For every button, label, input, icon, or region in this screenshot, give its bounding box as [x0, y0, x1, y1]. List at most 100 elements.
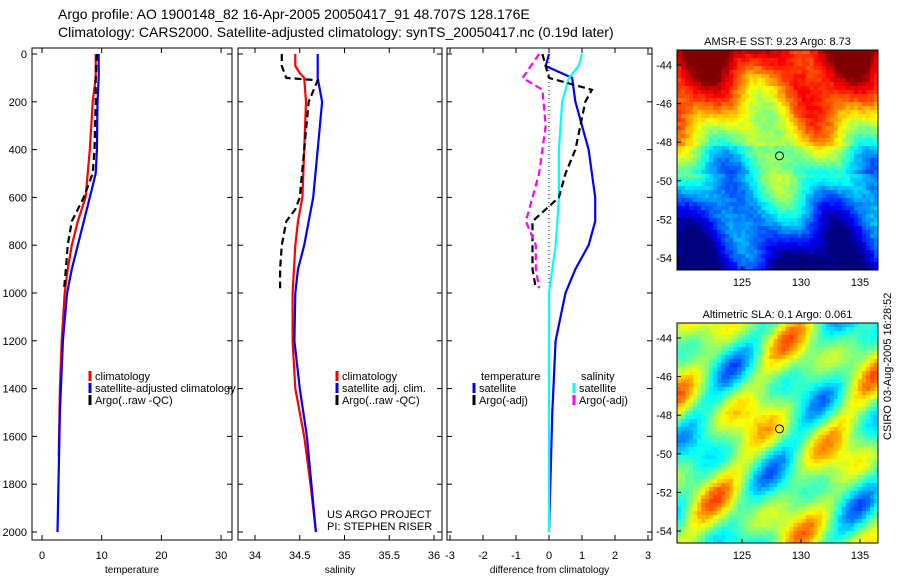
heatmap-cell — [781, 114, 787, 119]
heatmap-cell — [841, 174, 847, 179]
heatmap-cell — [813, 387, 819, 392]
heatmap-cell — [833, 254, 839, 259]
heatmap-cell — [701, 86, 706, 91]
heatmap-cell — [753, 371, 758, 376]
heatmap-cell — [717, 463, 722, 468]
heatmap-cell — [837, 58, 843, 63]
heatmap-cell — [873, 411, 879, 416]
heatmap-cell — [761, 367, 766, 372]
heatmap-cell — [765, 427, 770, 432]
heatmap-cell — [789, 122, 795, 127]
heatmap-cell — [689, 78, 694, 83]
heatmap-cell — [681, 343, 686, 348]
heatmap-cell — [805, 266, 811, 271]
heatmap-cell — [737, 367, 742, 372]
heatmap-cell — [801, 202, 807, 207]
heatmap-cell — [769, 347, 774, 352]
heatmap-cell — [869, 98, 875, 103]
heatmap-cell — [789, 479, 795, 484]
heatmap-cell — [817, 154, 823, 159]
heatmap-cell — [689, 395, 694, 400]
heatmap-cell — [677, 126, 682, 131]
heatmap-cell — [745, 94, 750, 99]
heatmap-cell — [805, 339, 811, 344]
heatmap-cell — [789, 198, 795, 203]
heatmap-cell — [689, 439, 694, 444]
heatmap-cell — [841, 347, 847, 352]
heatmap-cell — [793, 391, 799, 396]
heatmap-cell — [869, 158, 875, 163]
heatmap-cell — [709, 479, 714, 484]
heatmap-cell — [853, 455, 859, 460]
heatmap-cell — [845, 150, 851, 155]
heatmap-cell — [761, 142, 766, 147]
heatmap-cell — [693, 435, 698, 440]
heatmap-cell — [677, 359, 682, 364]
heatmap-cell — [753, 254, 758, 259]
heatmap-cell — [789, 327, 795, 332]
heatmap-cell — [817, 254, 823, 259]
heatmap-cell — [789, 455, 795, 460]
heatmap-cell — [853, 206, 859, 211]
heatmap-cell — [865, 331, 871, 336]
heatmap-cell — [781, 439, 787, 444]
heatmap-cell — [705, 118, 710, 123]
heatmap-cell — [817, 339, 823, 344]
heatmap-cell — [789, 407, 795, 412]
heatmap-cell — [769, 190, 774, 195]
heatmap-cell — [813, 234, 819, 239]
x-tick-label: 20 — [155, 550, 167, 562]
heatmap-cell — [693, 262, 698, 267]
heatmap-cell — [825, 202, 831, 207]
heatmap-cell — [805, 451, 811, 456]
heatmap-cell — [741, 238, 746, 243]
heatmap-cell — [713, 246, 718, 251]
heatmap-cell — [769, 395, 774, 400]
heatmap-cell — [869, 142, 875, 147]
heatmap-cell — [853, 222, 859, 227]
heatmap-cell — [865, 351, 871, 356]
heatmap-cell — [705, 399, 710, 404]
heatmap-cell — [809, 218, 815, 223]
heatmap-cell — [757, 70, 762, 75]
heatmap-cell — [797, 339, 803, 344]
heatmap-cell — [849, 62, 855, 67]
heatmap-cell — [765, 82, 770, 87]
heatmap-cell — [705, 174, 710, 179]
heatmap-cell — [845, 82, 851, 87]
heatmap-cell — [741, 387, 746, 392]
heatmap-cell — [737, 467, 742, 472]
heatmap-cell — [681, 455, 686, 460]
heatmap-cell — [689, 246, 694, 251]
heatmap-cell — [853, 479, 859, 484]
heatmap-cell — [849, 170, 855, 175]
heatmap-cell — [681, 170, 686, 175]
heatmap-cell — [757, 483, 762, 488]
heatmap-cell — [757, 379, 762, 384]
heatmap-cell — [693, 471, 698, 476]
heatmap-cell — [797, 355, 803, 360]
heatmap-cell — [817, 415, 823, 420]
heatmap-cell — [713, 54, 718, 59]
heatmap-cell — [677, 234, 682, 239]
heatmap-cell — [825, 254, 831, 259]
heatmap-cell — [821, 50, 827, 55]
heatmap-cell — [777, 419, 783, 424]
heatmap-cell — [781, 126, 787, 131]
heatmap-cell — [861, 150, 867, 155]
heatmap-cell — [717, 110, 722, 115]
heatmap-cell — [721, 66, 726, 71]
heatmap-cell — [737, 90, 742, 95]
heatmap-cell — [681, 347, 686, 352]
heatmap-cell — [809, 387, 815, 392]
heatmap-cell — [717, 423, 722, 428]
heatmap-cell — [821, 54, 827, 59]
heatmap-cell — [713, 411, 718, 416]
heatmap-cell — [681, 198, 686, 203]
heatmap-cell — [857, 431, 863, 436]
heatmap-cell — [833, 242, 839, 247]
heatmap-cell — [821, 331, 827, 336]
heatmap-cell — [793, 387, 799, 392]
heatmap-cell — [809, 134, 815, 139]
heatmap-cell — [709, 234, 714, 239]
